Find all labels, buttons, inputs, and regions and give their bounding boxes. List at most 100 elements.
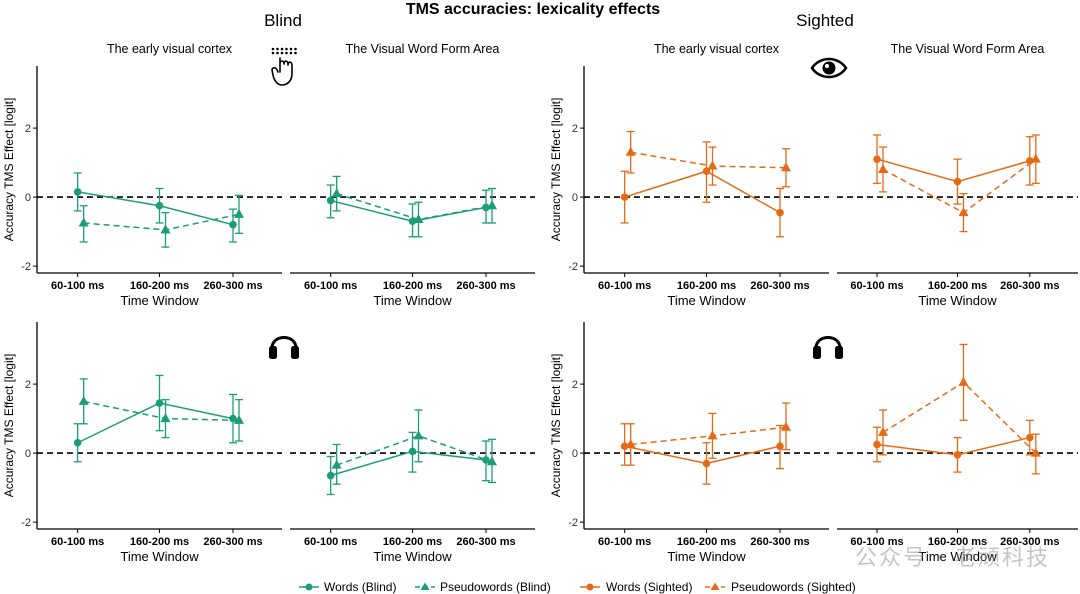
data-point-pseudoword xyxy=(707,430,718,440)
words-line xyxy=(77,402,234,444)
data-point-pseudoword xyxy=(707,160,718,170)
data-point-word xyxy=(482,456,490,464)
data-point-word xyxy=(408,447,417,456)
data-point-pseudoword xyxy=(160,224,171,234)
x-axis-label: Time Window xyxy=(667,549,746,564)
x-tick-label: 260-300 ms xyxy=(203,280,262,292)
panel-blind-visual-vwfa: 60-100 ms 160-200 ms 260-300 ms Time Window… xyxy=(290,42,535,308)
words-line xyxy=(624,170,781,214)
legend-item-pseudowords-sighted: Pseudowords (Sighted) xyxy=(705,580,856,594)
y-tick-label: 2 xyxy=(25,379,31,391)
data-point-pseudoword xyxy=(160,413,171,423)
words-line xyxy=(330,450,487,477)
x-tick-label: 60-100 ms xyxy=(598,280,651,292)
eye-icon xyxy=(810,57,848,79)
data-point-word xyxy=(408,217,417,226)
x-tick-label: 260-300 ms xyxy=(456,536,515,548)
panel-sighted-auditory-evc: -2 0 2 Accuracy TMS Effect [logit] 60-100 ms… xyxy=(549,322,829,564)
x-tick-label: 160-200 ms xyxy=(677,536,736,548)
panel-title: The Visual Word Form Area xyxy=(891,42,1045,56)
data-point-word xyxy=(776,208,784,217)
x-axis-label: Time Window xyxy=(373,293,452,308)
x-axis-label: Time Window xyxy=(120,293,199,308)
x-tick-label: 260-300 ms xyxy=(750,536,809,548)
words-line xyxy=(876,158,1031,183)
data-point-pseudoword xyxy=(958,376,969,386)
data-point-word xyxy=(873,155,881,163)
panel-blind-auditory-vwfa: 60-100 ms 160-200 ms 260-300 ms Time Window xyxy=(290,409,535,564)
y-tick-label: -2 xyxy=(568,517,578,529)
x-tick-label: 60-100 ms xyxy=(304,536,357,548)
y-axis-label: Accuracy TMS Effect [logit] xyxy=(2,354,16,498)
x-axis-label: Time Window xyxy=(918,549,997,564)
data-point-pseudoword xyxy=(958,207,969,217)
x-tick-label: 160-200 ms xyxy=(130,280,189,292)
data-point-word xyxy=(776,442,784,451)
x-tick-label: 60-100 ms xyxy=(304,280,357,292)
x-tick-label: 260-300 ms xyxy=(750,280,809,292)
y-tick-label: 0 xyxy=(25,192,31,204)
data-point-pseudoword xyxy=(625,438,636,448)
braille-hand-icon xyxy=(271,47,297,86)
data-point-pseudoword xyxy=(331,459,342,469)
headphones-icon xyxy=(269,336,299,359)
data-point-pseudoword xyxy=(625,146,636,156)
data-point-word xyxy=(620,193,629,201)
data-point-word xyxy=(155,399,164,407)
data-point-pseudoword xyxy=(487,456,497,466)
watermark-text: 公众号 · 老顽科技 xyxy=(855,546,1050,571)
y-axis-label: Accuracy TMS Effect [logit] xyxy=(549,98,563,242)
data-point-word xyxy=(953,451,962,459)
x-axis-label: Time Window xyxy=(918,293,997,308)
y-tick-label: 0 xyxy=(572,448,578,460)
legend-label: Pseudowords (Sighted) xyxy=(731,580,856,594)
x-tick-label: 260-300 ms xyxy=(203,536,262,548)
legend-label: Words (Blind) xyxy=(324,580,396,594)
panels: -2 0 2 Accuracy TMS Effect [logit] 60-100 ms… xyxy=(2,42,1078,564)
data-point-word xyxy=(229,220,237,229)
data-point-pseudoword xyxy=(234,414,244,424)
data-point-pseudoword xyxy=(78,395,89,405)
data-point-word xyxy=(326,196,335,205)
panel-blind-visual-evc: -2 0 2 Accuracy TMS Effect [logit] 60-100 ms… xyxy=(2,42,282,308)
data-point-pseudoword xyxy=(1030,153,1041,163)
data-point-pseudoword xyxy=(487,200,497,210)
legend-item-words-sighted: Words (Sighted) xyxy=(580,580,692,594)
x-tick-label: 160-200 ms xyxy=(383,280,442,292)
data-point-word xyxy=(73,188,82,196)
figure-title: TMS accuracies: lexicality effects xyxy=(406,1,660,18)
data-point-word xyxy=(953,177,962,186)
data-point-pseudoword xyxy=(331,188,342,198)
data-point-pseudoword xyxy=(878,164,889,173)
panel-title: The early visual cortex xyxy=(107,42,233,56)
data-point-word xyxy=(620,442,629,451)
data-point-pseudoword xyxy=(781,421,791,431)
x-tick-label: 60-100 ms xyxy=(850,536,903,548)
panel-title: The early visual cortex xyxy=(654,42,780,56)
headphones-icon xyxy=(813,336,843,359)
x-tick-label: 160-200 ms xyxy=(383,536,442,548)
y-tick-label: 2 xyxy=(25,123,31,135)
data-point-pseudoword xyxy=(234,208,244,218)
x-tick-label: 260-300 ms xyxy=(1000,536,1059,548)
y-axis-label: Accuracy TMS Effect [logit] xyxy=(2,98,16,242)
x-tick-label: 60-100 ms xyxy=(51,280,104,292)
panel-title: The Visual Word Form Area xyxy=(346,42,500,56)
legend-label: Pseudowords (Blind) xyxy=(440,580,551,594)
data-point-word xyxy=(73,438,82,447)
x-tick-label: 160-200 ms xyxy=(928,536,987,548)
x-axis-label: Time Window xyxy=(373,549,452,564)
x-tick-label: 160-200 ms xyxy=(928,280,987,292)
data-point-pseudoword xyxy=(781,162,791,172)
data-point-pseudoword xyxy=(1030,447,1041,457)
x-tick-label: 60-100 ms xyxy=(51,536,104,548)
words-line xyxy=(624,445,781,465)
y-axis-label: Accuracy TMS Effect [logit] xyxy=(549,354,563,498)
legend-item-words-blind: Words (Blind) xyxy=(299,580,396,594)
y-tick-label: 2 xyxy=(572,379,578,391)
words-line xyxy=(876,436,1030,456)
y-tick-label: -2 xyxy=(568,261,578,273)
group-label-blind: Blind xyxy=(264,11,302,30)
